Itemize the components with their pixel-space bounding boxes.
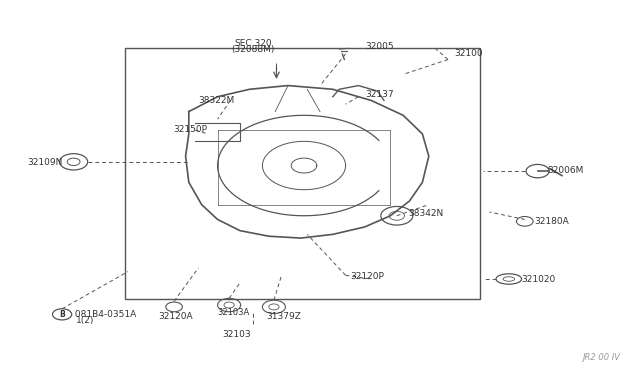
Text: 38342N: 38342N — [408, 209, 444, 218]
Bar — [125, 48, 480, 299]
Text: JR2 00 IV: JR2 00 IV — [583, 353, 621, 362]
Text: 32006M: 32006M — [547, 166, 584, 175]
Text: 38322M: 38322M — [198, 96, 235, 105]
Text: 32100: 32100 — [454, 49, 483, 58]
Text: 32137: 32137 — [365, 90, 394, 99]
Text: 32109N: 32109N — [27, 158, 62, 167]
Text: (32088M): (32088M) — [231, 45, 275, 54]
Text: 32150P: 32150P — [173, 125, 207, 134]
Text: SEC.320: SEC.320 — [234, 39, 271, 48]
Text: 31379Z: 31379Z — [266, 312, 301, 321]
Text: 32180A: 32180A — [534, 217, 569, 226]
Text: 1(2): 1(2) — [76, 316, 94, 325]
Text: B: B — [60, 310, 65, 319]
Text: 32005: 32005 — [365, 42, 394, 51]
Text: 32120P: 32120P — [351, 272, 385, 280]
Text: 321020: 321020 — [522, 275, 556, 283]
Text: 32120A: 32120A — [159, 312, 193, 321]
Text: 32103A: 32103A — [218, 308, 250, 317]
Text: 081B4-0351A: 081B4-0351A — [72, 310, 136, 319]
Text: 32103: 32103 — [223, 330, 251, 339]
